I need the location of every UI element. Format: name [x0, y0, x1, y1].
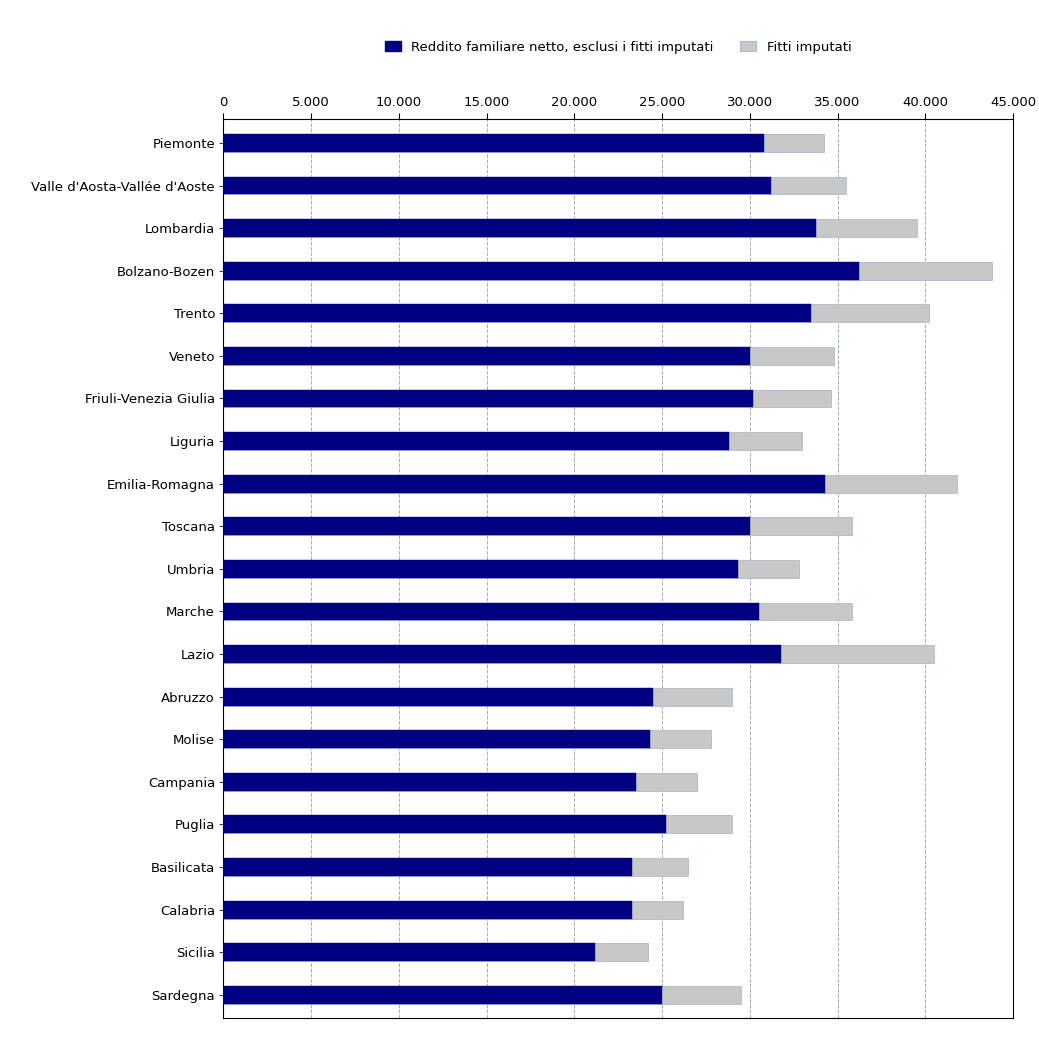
Bar: [223, 475, 957, 492]
Bar: [223, 262, 992, 279]
Bar: [223, 816, 666, 833]
Bar: [223, 347, 750, 365]
Bar: [223, 986, 741, 1004]
Bar: [223, 858, 689, 876]
Bar: [223, 219, 817, 237]
Bar: [223, 560, 799, 578]
Bar: [223, 432, 728, 450]
Bar: [223, 603, 758, 620]
Bar: [223, 773, 697, 791]
Bar: [223, 432, 802, 450]
Legend: Reddito familiare netto, esclusi i fitti imputati, Fitti imputati: Reddito familiare netto, esclusi i fitti…: [385, 41, 851, 54]
Bar: [223, 134, 764, 152]
Bar: [223, 688, 654, 705]
Bar: [223, 943, 595, 961]
Bar: [223, 219, 916, 237]
Bar: [223, 262, 858, 279]
Bar: [223, 688, 732, 705]
Bar: [223, 773, 636, 791]
Bar: [223, 901, 683, 918]
Bar: [223, 177, 847, 194]
Bar: [223, 645, 781, 663]
Bar: [223, 730, 649, 748]
Bar: [223, 390, 830, 407]
Bar: [223, 304, 929, 322]
Bar: [223, 517, 852, 535]
Bar: [223, 390, 753, 407]
Bar: [223, 858, 633, 876]
Bar: [223, 134, 824, 152]
Bar: [223, 816, 732, 833]
Bar: [223, 517, 750, 535]
Bar: [223, 901, 633, 918]
Bar: [223, 475, 825, 492]
Bar: [223, 645, 934, 663]
Bar: [223, 560, 738, 578]
Bar: [223, 177, 771, 194]
Bar: [223, 603, 852, 620]
Bar: [223, 986, 662, 1004]
Bar: [223, 730, 712, 748]
Bar: [223, 347, 834, 365]
Bar: [223, 304, 811, 322]
Bar: [223, 943, 648, 961]
